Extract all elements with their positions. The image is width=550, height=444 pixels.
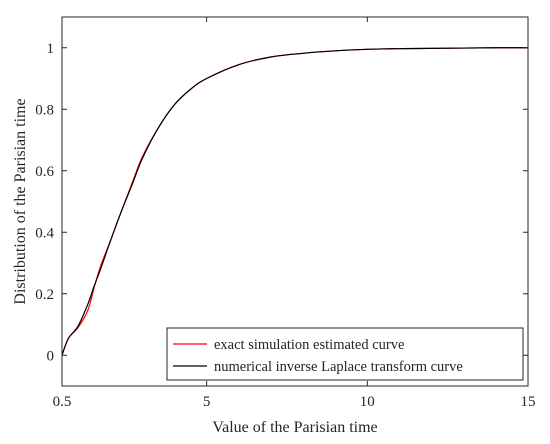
legend: exact simulation estimated curve numeric…: [166, 327, 524, 381]
legend-label-numerical-inverse-laplace: numerical inverse Laplace transform curv…: [214, 359, 463, 375]
x-tick-label: 15: [521, 394, 536, 410]
x-tick-label: 0.5: [53, 394, 72, 410]
y-tick-label: 0.6: [35, 164, 54, 180]
legend-label-exact-simulation: exact simulation estimated curve: [214, 337, 404, 353]
y-tick-label: 1: [47, 41, 55, 57]
legend-box: [166, 327, 524, 381]
y-tick-label: 0.8: [35, 102, 54, 118]
y-tick-label: 0.2: [35, 287, 54, 303]
x-tick-label: 10: [360, 394, 375, 410]
y-tick-label: 0.4: [35, 225, 54, 241]
x-tick-label: 5: [203, 394, 211, 410]
series-line-exact-simulation: [61, 47, 529, 356]
y-axis-label: Distribution of the Parisian time: [12, 98, 29, 304]
y-tick-label: 0: [47, 348, 55, 364]
series-layer: [61, 47, 529, 356]
y-axis-ticks: 0 0.2 0.4 0.6 0.8 1: [35, 41, 528, 364]
x-axis-ticks: 0.5 5 10 15: [53, 17, 536, 410]
plot-area-frame: [61, 16, 529, 387]
series-line-numerical-inverse-laplace: [61, 47, 529, 356]
x-axis-label: Value of the Parisian time: [212, 419, 377, 436]
